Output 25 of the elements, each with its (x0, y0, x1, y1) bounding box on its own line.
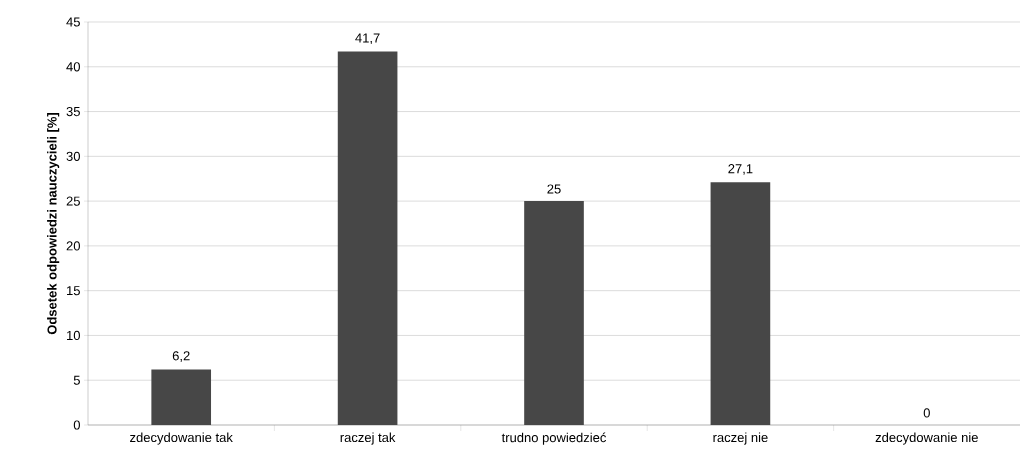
y-axis-title: Odsetek odpowiedzi nauczycieli [%] (47, 112, 60, 335)
data-label: 41,7 (355, 33, 380, 45)
data-label: 0 (923, 408, 930, 418)
x-tick-label: raczej tak (340, 432, 396, 445)
bar (151, 369, 212, 425)
x-tick-label: raczej nie (713, 432, 768, 445)
y-tick-label: 45 (66, 17, 80, 27)
y-tick-label: 35 (66, 106, 80, 117)
y-tick-label: 25 (66, 196, 80, 206)
y-tick-label: 40 (66, 62, 80, 72)
data-label: 25 (547, 184, 561, 194)
bar (710, 182, 771, 425)
bar (524, 201, 584, 425)
y-tick-label: 10 (67, 330, 80, 341)
y-tick-label: 5 (73, 375, 80, 385)
y-tick-label: 0 (73, 420, 80, 430)
y-tick-label: 15 (67, 286, 80, 296)
data-label: 27,1 (728, 164, 753, 175)
y-tick-label: 20 (66, 241, 80, 251)
x-tick-label: zdecydowanie tak (130, 432, 233, 445)
x-tick-label: trudno powiedzieć (501, 432, 607, 445)
x-tick-label: zdecydowanie nie (875, 432, 978, 445)
y-tick-label: 30 (66, 151, 80, 161)
data-label: 6,2 (172, 351, 190, 362)
bar (337, 51, 398, 425)
